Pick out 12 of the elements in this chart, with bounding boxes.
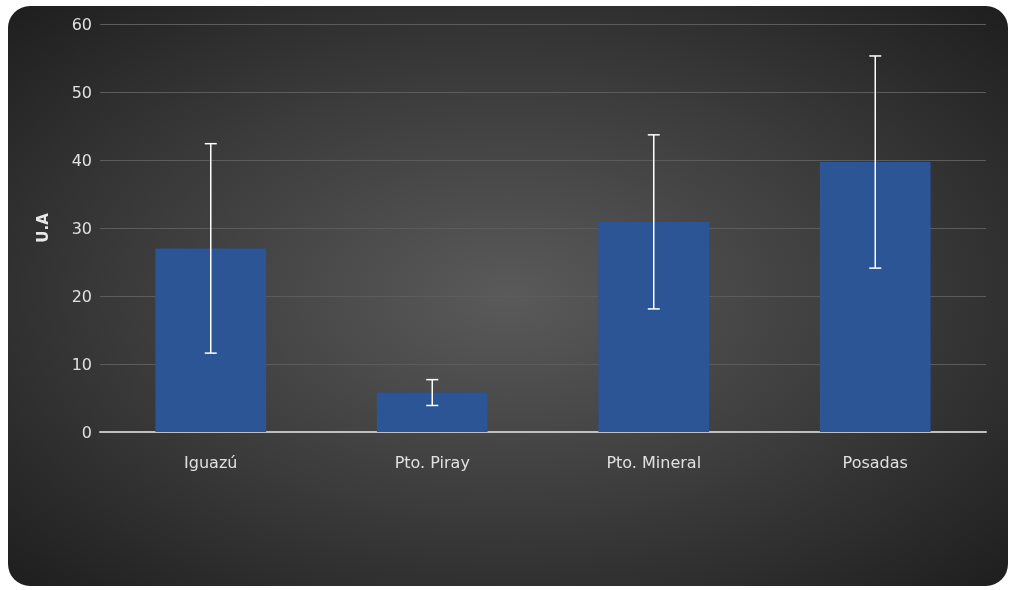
y-axis-title: U.A bbox=[33, 212, 52, 243]
y-tick-label: 30 bbox=[71, 218, 92, 238]
y-tick-label: 10 bbox=[71, 354, 92, 374]
x-tick-label: Pto. Piray bbox=[394, 452, 470, 472]
y-tick-label: 20 bbox=[71, 286, 92, 306]
y-tick-label: 0 bbox=[81, 422, 92, 442]
y-tick-label: 60 bbox=[71, 14, 92, 34]
x-tick-label: Posadas bbox=[842, 452, 908, 472]
y-tick-label: 40 bbox=[71, 150, 92, 170]
y-tick-label: 50 bbox=[71, 82, 92, 102]
x-tick-label: Iguazú bbox=[184, 452, 238, 472]
x-tick-label: Pto. Mineral bbox=[606, 452, 702, 472]
